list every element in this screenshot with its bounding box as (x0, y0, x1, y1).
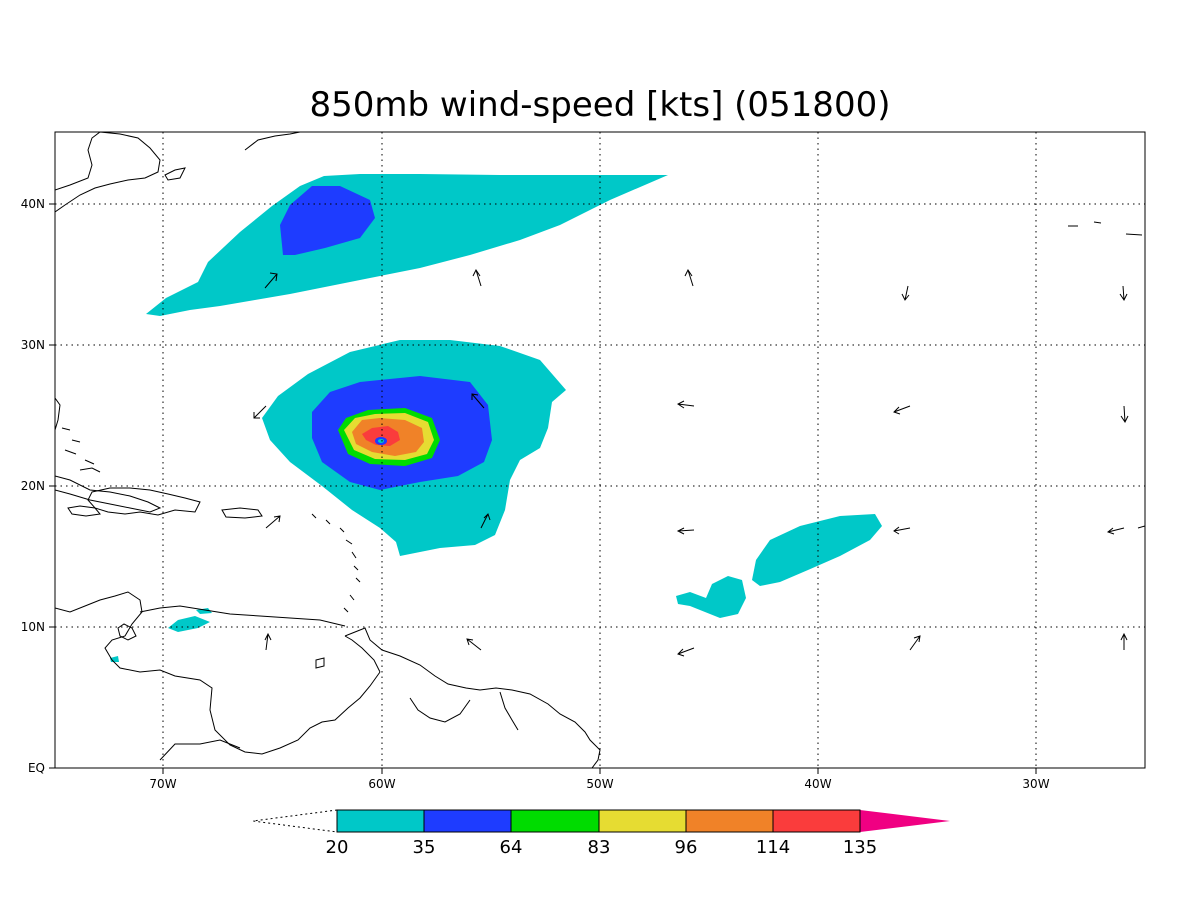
jamaica-coast (67, 505, 101, 517)
wind-vector (1120, 405, 1129, 423)
wind-vector (472, 269, 482, 287)
wind-vector (264, 272, 278, 289)
guianas-borders (409, 691, 519, 731)
x-tick-label: 50W (586, 777, 613, 791)
hurricane-114kt (362, 426, 400, 446)
y-tick-labels: EQ 10N 20N 30N 40N (21, 197, 45, 775)
y-tick-label: 10N (21, 620, 45, 634)
wind-vector (901, 285, 910, 301)
colorbar-swatch-20-35 (337, 810, 424, 832)
x-tick-label: 30W (1022, 777, 1049, 791)
colorbar-swatch-35-64 (424, 810, 511, 832)
wind-vector (893, 526, 911, 535)
colorbar-high-triangle (860, 810, 950, 832)
wind-vector (677, 400, 695, 409)
colorbar-swatch-83-96 (599, 810, 686, 832)
wind-vector (893, 405, 911, 415)
wind-vector (1137, 525, 1145, 529)
wind-speed-shading (110, 174, 882, 662)
lat-lon-grid (55, 132, 1145, 768)
colorbar-label: 114 (756, 837, 790, 858)
colorbar-swatch-64-83 (511, 810, 599, 832)
colorbar-label: 135 (843, 837, 877, 858)
nova-scotia-coast (244, 132, 301, 151)
x-tick-label: 40W (804, 777, 831, 791)
map-title: 850mb wind-speed [kts] (051800) (310, 85, 891, 125)
wind-vector (265, 515, 281, 529)
wind-vector (253, 405, 267, 419)
caribbean-patch-20kt (168, 616, 210, 632)
wind-vector (684, 269, 694, 287)
puerto-rico-coast (221, 507, 263, 519)
canada-inlet (164, 167, 186, 181)
wind-vector (264, 632, 272, 651)
wind-vector (677, 647, 695, 657)
wind-vector (471, 393, 485, 409)
colorbar-label: 20 (326, 837, 349, 858)
lesser-antilles (311, 513, 361, 613)
colorbar-label: 64 (500, 837, 523, 858)
colorbar-label: 96 (675, 837, 698, 858)
wind-vector (1106, 527, 1125, 535)
jet-streak-20kt (146, 174, 668, 316)
bahamas-islands (61, 427, 101, 473)
y-tick-label: EQ (28, 761, 45, 775)
cuba-coast (55, 475, 162, 513)
trinidad-coast (315, 657, 325, 669)
colorbar-label: 83 (588, 837, 611, 858)
trade-patch-east-20kt (752, 514, 882, 586)
colorbar: 20 35 64 83 96 114 135 (252, 809, 950, 858)
y-tick-label: 30N (21, 338, 45, 352)
colorbar-swatch-96-114 (686, 810, 773, 832)
jet-streak-35kt (280, 186, 375, 255)
wind-vector (1119, 285, 1128, 301)
coastlines (55, 132, 601, 768)
wind-vector (1120, 632, 1128, 650)
x-tick-labels: 70W 60W 50W 40W 30W (149, 777, 1049, 791)
axis-ticks (49, 203, 1037, 774)
trade-patch-central-20kt (676, 576, 746, 618)
wind-vectors (253, 221, 1145, 657)
colorbar-low-triangle (252, 809, 338, 833)
colorbar-swatch-114-135 (773, 810, 860, 832)
wind-vector (1068, 221, 1143, 236)
north-america-coast (55, 132, 161, 213)
y-tick-label: 40N (21, 197, 45, 211)
x-tick-label: 60W (368, 777, 395, 791)
x-tick-label: 70W (149, 777, 176, 791)
maracaibo-lake (117, 623, 137, 641)
colombia-border (159, 739, 241, 761)
hurricane-eye-20kt (378, 439, 384, 443)
wind-vector (466, 638, 482, 651)
south-america-coast (55, 591, 601, 768)
wind-vector (676, 527, 695, 535)
hispaniola-coast (87, 487, 201, 516)
plot-frame (54, 131, 1146, 769)
wind-vector (480, 513, 491, 529)
wind-vector (909, 635, 921, 651)
y-tick-label: 20N (21, 479, 45, 493)
venezuela-inland (139, 605, 346, 627)
florida-coast (55, 397, 61, 431)
colorbar-label: 35 (413, 837, 436, 858)
